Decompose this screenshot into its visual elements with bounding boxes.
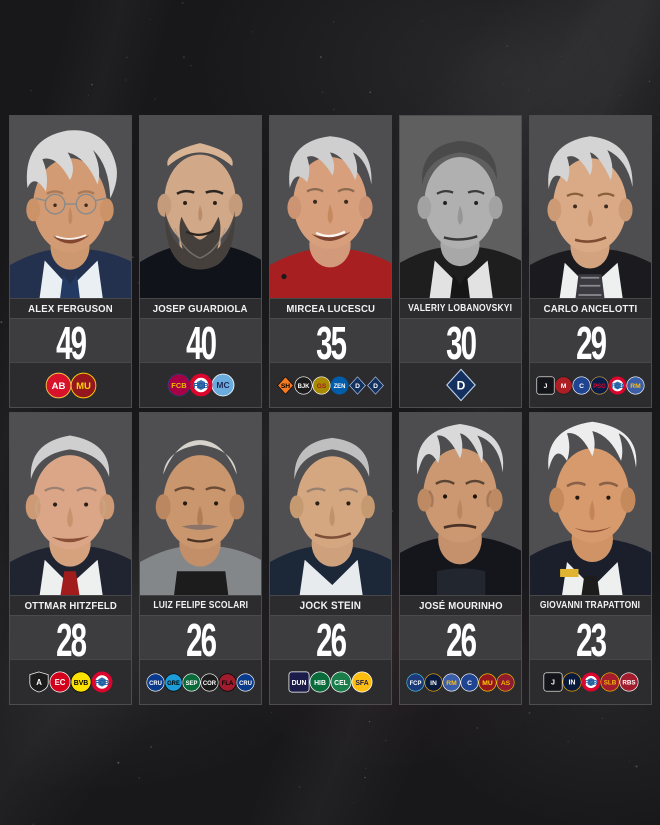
svg-text:AS: AS <box>501 679 511 686</box>
svg-text:PSG: PSG <box>593 383 606 389</box>
svg-text:MC: MC <box>216 380 229 390</box>
svg-text:D: D <box>373 382 378 389</box>
svg-text:RBS: RBS <box>622 680 635 687</box>
svg-text:CRU: CRU <box>239 680 252 686</box>
svg-text:EC: EC <box>55 678 66 687</box>
svg-text:IN: IN <box>430 679 437 686</box>
svg-text:BJK: BJK <box>298 383 311 389</box>
svg-text:BVB: BVB <box>74 680 89 687</box>
svg-text:FCB: FCB <box>171 381 187 390</box>
svg-text:CRU: CRU <box>149 680 162 686</box>
svg-text:A: A <box>36 678 42 687</box>
svg-text:FCB: FCB <box>95 680 109 687</box>
svg-text:FCB: FCB <box>584 680 597 687</box>
svg-text:FCP: FCP <box>410 680 422 686</box>
svg-text:MU: MU <box>482 679 493 686</box>
svg-text:HIB: HIB <box>314 680 326 687</box>
svg-text:D: D <box>355 382 360 389</box>
svg-text:GRE: GRE <box>167 680 180 686</box>
svg-text:GS: GS <box>317 382 327 389</box>
svg-text:FLA: FLA <box>222 680 234 686</box>
svg-text:DUN: DUN <box>292 680 307 687</box>
svg-text:SLB: SLB <box>603 680 616 687</box>
svg-text:D: D <box>456 378 465 392</box>
svg-text:IN: IN <box>568 679 575 687</box>
svg-text:C: C <box>579 382 584 389</box>
svg-text:AB: AB <box>51 380 65 391</box>
svg-text:C: C <box>467 679 472 686</box>
svg-text:FCB: FCB <box>611 383 623 389</box>
svg-text:RM: RM <box>446 679 457 686</box>
svg-text:J: J <box>544 382 548 389</box>
svg-text:COR: COR <box>203 680 217 686</box>
svg-text:J: J <box>551 679 555 687</box>
svg-text:ZEN: ZEN <box>334 383 346 389</box>
svg-text:SH: SH <box>281 382 290 389</box>
svg-text:MU: MU <box>76 380 91 391</box>
svg-text:M: M <box>561 382 567 389</box>
svg-text:FCB: FCB <box>193 381 209 390</box>
svg-text:CEL: CEL <box>334 680 348 687</box>
svg-text:SFA: SFA <box>355 680 368 687</box>
svg-text:SEP: SEP <box>186 680 198 686</box>
svg-text:RM: RM <box>630 382 641 389</box>
